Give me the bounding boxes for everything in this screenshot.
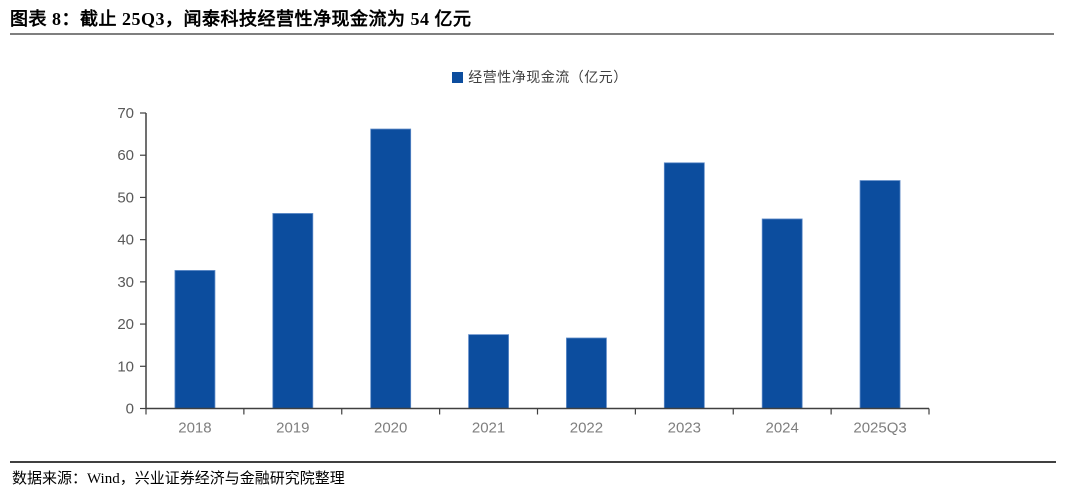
y-tick-label-50: 50 [117, 189, 134, 206]
x-label-2023: 2023 [668, 420, 701, 437]
x-label-2025Q3: 2025Q3 [853, 420, 906, 437]
legend-swatch-icon [452, 71, 464, 83]
title-underline [10, 33, 1054, 35]
y-tick-label-0: 0 [126, 401, 134, 418]
data-source-note: 数据来源：Wind，兴业证券经济与金融研究院整理 [12, 471, 345, 487]
y-tick-label-30: 30 [117, 274, 134, 291]
bar-2019 [272, 213, 314, 409]
y-tick-label-40: 40 [117, 232, 134, 249]
bar-2021 [468, 334, 509, 409]
x-label-2018: 2018 [178, 420, 211, 437]
x-label-2024: 2024 [766, 420, 799, 437]
x-label-2022: 2022 [570, 420, 603, 437]
y-tick-label-60: 60 [117, 147, 134, 164]
bar-2024 [761, 218, 803, 409]
x-label-2021: 2021 [472, 420, 505, 437]
source-divider [10, 461, 1056, 463]
y-tick-label-10: 10 [117, 358, 134, 375]
bar-2023 [663, 162, 705, 409]
figure-title: 图表 8：截止 25Q3，闻泰科技经营性净现金流为 54 亿元 [10, 9, 472, 29]
y-tick-label-70: 70 [117, 105, 134, 122]
x-label-2020: 2020 [374, 420, 407, 437]
bar-2022 [566, 337, 607, 409]
chart-legend: 经营性净现金流（亿元） [0, 67, 1080, 87]
x-label-2019: 2019 [276, 420, 309, 437]
legend-label: 经营性净现金流（亿元） [468, 69, 628, 85]
bar-2020 [370, 128, 412, 409]
bar-2025Q3 [859, 180, 901, 409]
y-tick-label-20: 20 [117, 316, 134, 333]
bar-2018 [174, 270, 216, 409]
